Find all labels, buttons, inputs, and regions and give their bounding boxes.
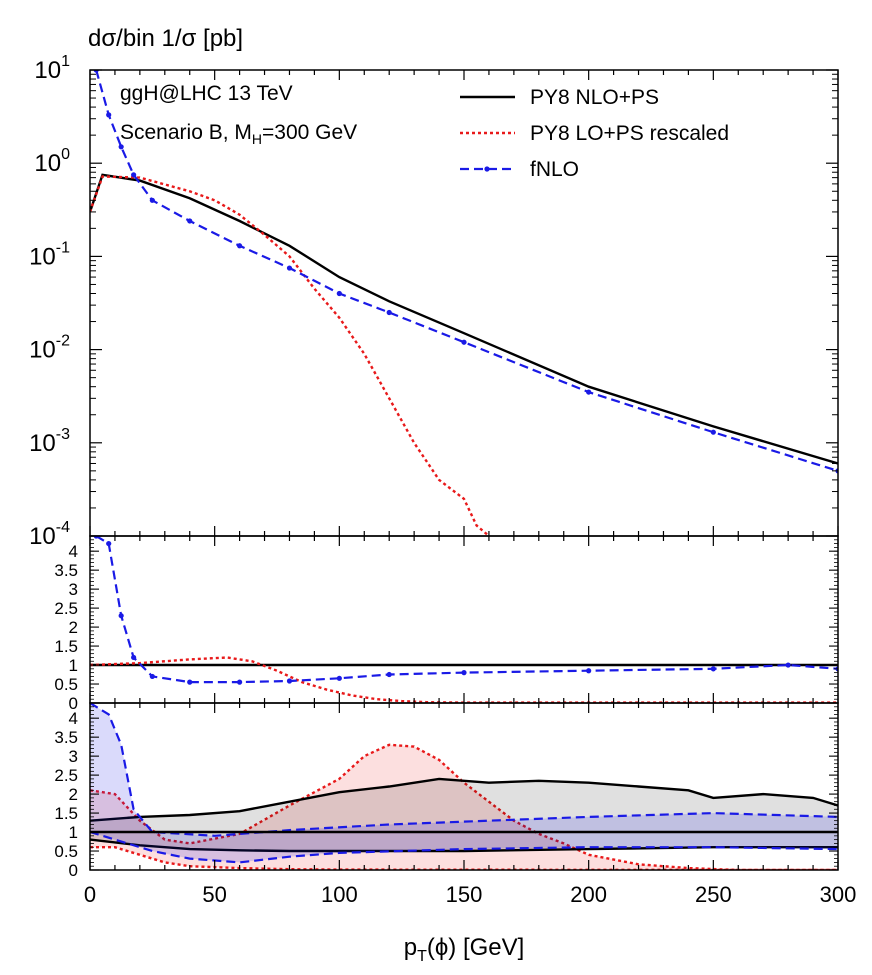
ratio1-point-fnlo	[131, 654, 137, 661]
y-tick-label: 10-4	[29, 519, 70, 550]
main-point-fnlo	[336, 290, 342, 297]
annotation-line2: Scenario B, MH=300 GeV	[120, 121, 357, 147]
ratio1-point-fnlo	[106, 540, 112, 547]
ratio1-series-lops	[90, 656, 838, 703]
ratio1-point-fnlo	[237, 679, 243, 685]
main-point-fnlo	[386, 309, 392, 316]
y-tick-label: 101	[34, 53, 70, 84]
y-tick-label: 2.5	[54, 599, 78, 618]
y-tick-label: 0.5	[54, 842, 78, 861]
y-tick-label: 0	[69, 694, 78, 713]
legend-label-lops: PY8 LO+PS rescaled	[530, 122, 729, 145]
ratio1-point-fnlo	[785, 662, 791, 668]
main-panel: 101 100 10-1 10-2 10-3 10-4 ggH@LHC 13 TeV Sc…	[29, 53, 839, 550]
y-tick-label: 4	[69, 709, 78, 728]
ratio1-point-fnlo	[149, 673, 155, 680]
y-tick-label: 3.5	[54, 728, 78, 747]
y-tick-label: 1.5	[54, 637, 78, 656]
ratio1-point-fnlo	[710, 666, 716, 672]
x-tick-label: 300	[820, 882, 857, 907]
ratio2-band-lops	[90, 744, 838, 870]
legend-marker-fnlo	[484, 166, 490, 172]
ratio2-band-fnlo	[90, 703, 838, 863]
main-point-fnlo	[710, 429, 716, 435]
ratio1-point-fnlo	[586, 668, 592, 674]
x-tick-label: 50	[202, 882, 226, 907]
y-tick-label: 0	[69, 861, 78, 880]
ratio2-band-upper-lops	[90, 743, 838, 870]
ratio1-point-fnlo	[336, 675, 342, 681]
main-point-fnlo	[586, 389, 592, 395]
legend-label-nlops: PY8 NLO+PS	[530, 86, 659, 109]
x-tick-label: 0	[84, 882, 96, 907]
main-point-fnlo	[286, 265, 293, 271]
ratio1-series-fnlo	[95, 536, 838, 684]
x-axis-label: pT(ϕ) [GeV]	[404, 934, 525, 965]
main-series-fnlo	[95, 70, 838, 472]
main-point-fnlo	[461, 339, 467, 345]
x-tick-label: 150	[446, 882, 483, 907]
main-point-fnlo	[106, 112, 112, 118]
ratio1-point-fnlo	[286, 678, 293, 684]
y-tick-label: 10-2	[29, 333, 70, 364]
main-point-fnlo	[131, 172, 137, 178]
y-tick-label: 3	[69, 580, 78, 599]
x-tick-labels: 0 50 100 150 200 250 300	[84, 882, 856, 907]
y-tick-label: 1	[69, 823, 78, 842]
y-tick-label: 2	[69, 618, 78, 637]
legend: PY8 NLO+PS PY8 LO+PS rescaled fNLO	[460, 86, 729, 181]
x-tick-label: 200	[570, 882, 607, 907]
y-tick-label: 2.5	[54, 766, 78, 785]
ratio1-panel-frame	[89, 535, 839, 704]
main-series-nlops	[90, 173, 838, 465]
ratio1-point-fnlo	[386, 671, 392, 678]
annotation-line1: ggH@LHC 13 TeV	[120, 82, 293, 105]
ratio1-point-fnlo	[118, 613, 124, 619]
ratio-panel-2: 00.511.522.533.54	[54, 702, 839, 880]
main-point-fnlo	[237, 243, 243, 249]
x-tick-label: 100	[321, 882, 358, 907]
ratio1-point-fnlo	[461, 670, 467, 676]
ratio2-band-lower-fnlo	[90, 830, 838, 864]
y-tick-label: 0.5	[54, 675, 78, 694]
y-tick-label: 3	[69, 747, 78, 766]
ratio1-point-fnlo	[187, 679, 193, 685]
ratio2-band-upper-nlops	[90, 777, 838, 822]
y-tick-label: 4	[69, 542, 78, 561]
y-axis-label: dσ/bin 1/σ [pb]	[88, 25, 243, 52]
main-point-fnlo	[118, 144, 124, 150]
main-point-fnlo	[149, 197, 155, 203]
y-tick-label: 1.5	[54, 804, 78, 823]
main-series-lops	[90, 175, 490, 536]
y-tick-label: 100	[34, 146, 70, 177]
y-tick-label: 1	[69, 656, 78, 675]
y-tick-label: 3.5	[54, 561, 78, 580]
y-tick-label: 10-3	[29, 426, 70, 457]
y-tick-label: 2	[69, 785, 78, 804]
ratio-panel-1: 00.511.522.533.54	[54, 535, 839, 713]
legend-label-fnlo: fNLO	[530, 158, 579, 181]
x-tick-label: 250	[695, 882, 732, 907]
y-tick-label: 10-1	[29, 239, 70, 270]
ratio2-band-upper-fnlo	[90, 703, 838, 837]
main-point-fnlo	[187, 218, 193, 224]
